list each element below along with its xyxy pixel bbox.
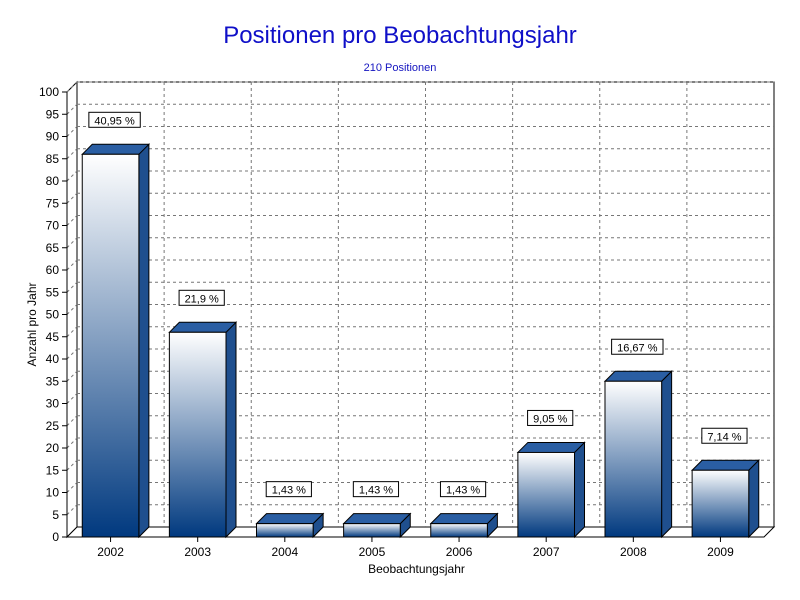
y-tick-label: 40 — [46, 352, 60, 366]
y-tick-label: 25 — [46, 419, 60, 433]
y-tick-label: 70 — [46, 219, 60, 233]
x-tick-label: 2007 — [533, 545, 560, 559]
data-label-box — [88, 111, 141, 128]
x-tick-label: 2006 — [446, 545, 473, 559]
bar-side — [225, 321, 237, 539]
chart-title: Positionen pro Beobachtungsjahr — [223, 22, 577, 49]
bar-side — [748, 459, 760, 539]
bar — [517, 451, 576, 538]
data-label: 21,9 % — [185, 293, 219, 305]
data-label-box — [352, 481, 400, 498]
gridline-side — [66, 415, 78, 427]
data-label: 7,14 % — [707, 431, 741, 443]
y-tick-label: 100 — [39, 85, 59, 99]
y-tick-label: 85 — [46, 152, 60, 166]
bar — [168, 331, 227, 538]
y-tick-label: 30 — [46, 397, 60, 411]
bar — [430, 523, 488, 538]
y-axis-title: Anzahl pro Jahr — [25, 282, 39, 366]
data-label: 1,43 % — [272, 485, 306, 497]
data-label-box — [439, 481, 487, 498]
gridline-side — [66, 504, 78, 516]
y-tick-label: 55 — [46, 285, 60, 299]
bar-top — [255, 513, 325, 525]
gridline-side — [66, 348, 78, 360]
data-label: 1,43 % — [359, 485, 393, 497]
gridline-side — [66, 148, 78, 160]
gridline-side — [66, 393, 78, 404]
data-label: 9,05 % — [533, 413, 567, 425]
bar-top — [168, 321, 238, 333]
x-axis-title: Beobachtungsjahr — [368, 562, 465, 576]
data-label-box — [178, 289, 225, 306]
y-tick-label: 80 — [46, 174, 60, 188]
y-tick-label: 50 — [46, 308, 60, 322]
gridline-side — [66, 192, 78, 204]
gridline-side — [66, 170, 78, 182]
gridline-side — [66, 281, 78, 293]
bar-top — [516, 441, 586, 453]
gridline-side — [66, 459, 78, 471]
bar-top — [690, 459, 760, 471]
x-tick-label: 2008 — [620, 545, 647, 559]
bar-top — [429, 513, 499, 525]
gridline-side — [66, 126, 78, 137]
data-label: 40,95 % — [94, 115, 135, 127]
bar — [343, 523, 401, 538]
gridline-side — [66, 215, 78, 226]
y-tick-label: 35 — [46, 374, 60, 388]
data-label-box — [265, 481, 312, 498]
bar-side — [138, 143, 150, 539]
gridline-side — [66, 304, 78, 315]
bar — [691, 469, 750, 538]
gridline-side — [66, 326, 78, 338]
gridline-side — [66, 237, 78, 249]
y-tick-label: 75 — [46, 196, 60, 210]
y-tick-label: 5 — [52, 508, 59, 522]
bar — [255, 523, 314, 538]
y-tick-label: 90 — [46, 130, 60, 144]
bar-side — [574, 441, 586, 539]
gridline-side — [66, 482, 78, 493]
x-tick-label: 2004 — [271, 545, 298, 559]
gridline-side — [66, 370, 78, 382]
x-tick-label: 2003 — [184, 545, 211, 559]
gridline-side — [66, 103, 78, 115]
y-tick-label: 20 — [46, 441, 60, 455]
bar — [604, 380, 663, 538]
y-tick-label: 0 — [52, 530, 59, 544]
y-tick-label: 65 — [46, 241, 60, 255]
chart-subtitle: 210 Positionen — [363, 62, 437, 74]
data-label-box — [701, 427, 748, 444]
data-label-box — [527, 409, 574, 426]
data-label: 16,67 % — [617, 342, 658, 354]
y-tick-label: 45 — [46, 330, 60, 344]
data-label-box — [611, 338, 664, 355]
bar-top — [81, 143, 151, 155]
gridline-side — [66, 259, 78, 271]
x-tick-label: 2005 — [359, 545, 386, 559]
y-tick-label: 15 — [46, 463, 60, 477]
x-tick-label: 2009 — [707, 545, 734, 559]
bar-top — [603, 370, 673, 382]
data-label: 1,43 % — [446, 485, 480, 497]
y-tick-label: 95 — [46, 107, 60, 121]
x-tick-label: 2002 — [97, 545, 124, 559]
y-tick-label: 10 — [46, 486, 60, 500]
y-tick-label: 60 — [46, 263, 60, 277]
bar-top — [342, 513, 412, 525]
gridline-side — [66, 437, 78, 449]
gridline-side — [66, 81, 78, 93]
bar — [81, 153, 140, 538]
bar-side — [661, 370, 673, 539]
